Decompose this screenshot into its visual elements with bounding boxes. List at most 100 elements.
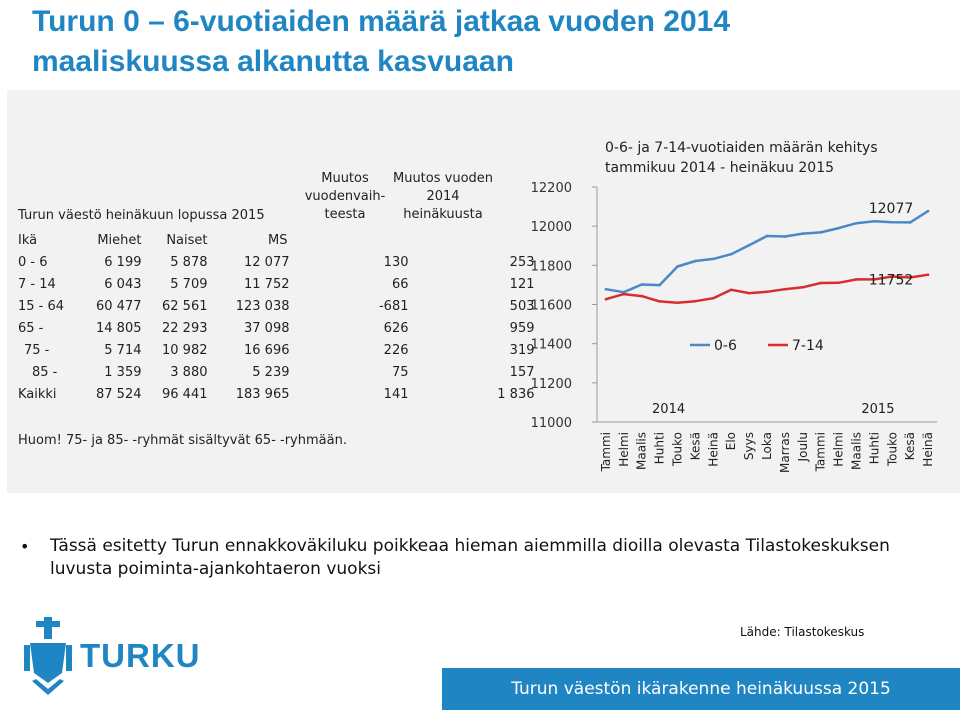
y-tick-label: 11200: [531, 377, 572, 392]
cell-age: 65 -: [18, 321, 44, 336]
cell-total: 12 077: [244, 255, 290, 271]
table-row: 15 - 64 60 477 62 561 123 038 -681 503: [18, 296, 535, 318]
data-point: [765, 290, 769, 294]
logo-wordmark: TURKU: [80, 637, 201, 674]
data-point: [729, 252, 733, 256]
x-tick-label: Syys: [742, 432, 756, 460]
x-tick-label: Helmi: [617, 432, 631, 467]
data-point: [890, 275, 894, 278]
data-point: [783, 235, 787, 238]
x-tick-label: Huhti: [653, 432, 667, 464]
x-tick-label: Joulu: [796, 432, 810, 462]
bullet-text: Tässä esitetty Turun ennakkoväkiluku poi…: [50, 536, 890, 579]
data-point: [873, 278, 876, 281]
table-row: 85 - 1 359 3 880 5 239 75 157: [18, 361, 535, 383]
x-tick-label: Maalis: [635, 432, 649, 470]
x-tick-label: Tammi: [814, 432, 828, 472]
legend-label: 0-6: [714, 338, 737, 354]
data-point: [729, 288, 733, 292]
data-point: [658, 300, 661, 303]
data-point: [837, 281, 840, 285]
cell-age: Kaikki: [18, 386, 57, 402]
table-note: Huom! 75- ja 85- -ryhmät sisältyvät 65- …: [18, 433, 347, 448]
chart-title-line2: tammikuu 2014 - heinäkuu 2015: [605, 160, 834, 176]
x-tick-label: Helmi: [832, 432, 846, 467]
x-tick-label: Kesä: [903, 432, 917, 460]
chart-title-line1: 0-6- ja 7-14-vuotiaiden määrän kehitys: [605, 140, 878, 156]
data-point: [694, 259, 697, 263]
data-point: [801, 232, 805, 235]
year-label: 2015: [861, 402, 894, 417]
cell-men: 6 199: [104, 255, 142, 271]
line-chart: 0-6- ja 7-14-vuotiaiden määrän kehitys t…: [531, 140, 937, 473]
bullet-icon: •: [20, 537, 30, 556]
cell-change-july: 121: [509, 277, 535, 293]
cell-men: 6 043: [104, 277, 142, 293]
x-tick-label: Tammi: [599, 432, 613, 472]
cell-age: 7 - 14: [18, 277, 56, 293]
cell-women: 10 982: [162, 342, 208, 358]
x-tick-label: Touko: [885, 432, 899, 467]
cell-men: 87 524: [96, 386, 142, 402]
population-table: Ikä Miehet Naiset MS 0 - 6 6 199 5 878 12 0…: [18, 230, 535, 405]
data-point: [640, 294, 644, 298]
data-point: [604, 287, 608, 291]
x-tick-label: Heinä: [921, 432, 935, 467]
cell-change-july: 157: [509, 364, 535, 380]
table-row: 75 - 5 714 10 982 16 696 226 319: [18, 339, 535, 361]
x-tick-label: Heinä: [706, 432, 720, 467]
legend-label: 7-14: [792, 338, 824, 354]
cell-total: 16 696: [244, 342, 290, 358]
data-point: [747, 291, 751, 295]
data-point: [747, 243, 751, 247]
y-tick-label: 11000: [531, 416, 572, 431]
cell-total: 5 239: [252, 364, 290, 380]
table-row: 7 - 14 6 043 5 709 11 752 66 121: [18, 274, 535, 296]
cell-change-new-year: 626: [383, 321, 409, 336]
x-tick-label: Loka: [760, 432, 774, 460]
cell-women: 96 441: [162, 386, 208, 402]
table-caption: Turun väestö heinäkuun lopussa 2015: [18, 208, 265, 223]
cell-change-july: 253: [509, 255, 535, 271]
x-tick-label: Maalis: [849, 432, 863, 470]
header-age: Ikä: [18, 233, 38, 249]
data-point: [676, 301, 679, 305]
y-tick-label: 11600: [531, 299, 572, 314]
cell-men: 1 359: [104, 364, 142, 380]
y-tick-label: 11800: [531, 259, 572, 274]
footer-banner: Turun väestön ikärakenne heinäkuussa 201…: [442, 668, 960, 710]
x-tick-label: Marras: [778, 432, 792, 473]
data-point: [873, 219, 876, 223]
data-point: [801, 285, 805, 289]
data-point: [908, 221, 912, 224]
year-label: 2014: [652, 402, 685, 417]
cell-change-new-year: 66: [391, 277, 409, 293]
x-tick-label: Huhti: [867, 432, 881, 464]
cell-women: 62 561: [162, 299, 208, 315]
data-point: [676, 265, 679, 268]
y-tick-label: 12000: [531, 220, 572, 235]
data-point: [855, 221, 858, 225]
cell-change-july: 1 836: [497, 386, 535, 402]
data-point: [765, 234, 769, 238]
data-point: [819, 281, 822, 285]
data-point: [640, 283, 644, 286]
data-point: [783, 287, 787, 291]
page-title: Turun 0 – 6-vuotiaiden määrä jatkaa vuod…: [32, 5, 731, 78]
table-row: 65 - 14 805 22 293 37 098 626 959: [18, 318, 535, 340]
cell-change-july: 959: [509, 321, 535, 336]
cell-men: 60 477: [96, 299, 142, 315]
source-label: Lähde: Tilastokeskus: [740, 625, 865, 639]
turku-crest-icon: [24, 617, 72, 695]
y-tick-label: 11400: [531, 338, 572, 353]
x-tick-label: Touko: [671, 432, 685, 467]
cell-age: 0 - 6: [18, 255, 48, 271]
table-row: 0 - 6 6 199 5 878 12 077 130 253: [18, 252, 535, 274]
data-point: [622, 290, 626, 294]
cell-change-new-year: -681: [378, 299, 409, 315]
data-point: [855, 278, 858, 281]
data-point: [926, 209, 930, 213]
header-total: MS: [268, 233, 288, 249]
cell-men: 5 714: [104, 342, 142, 358]
data-point: [712, 296, 715, 300]
